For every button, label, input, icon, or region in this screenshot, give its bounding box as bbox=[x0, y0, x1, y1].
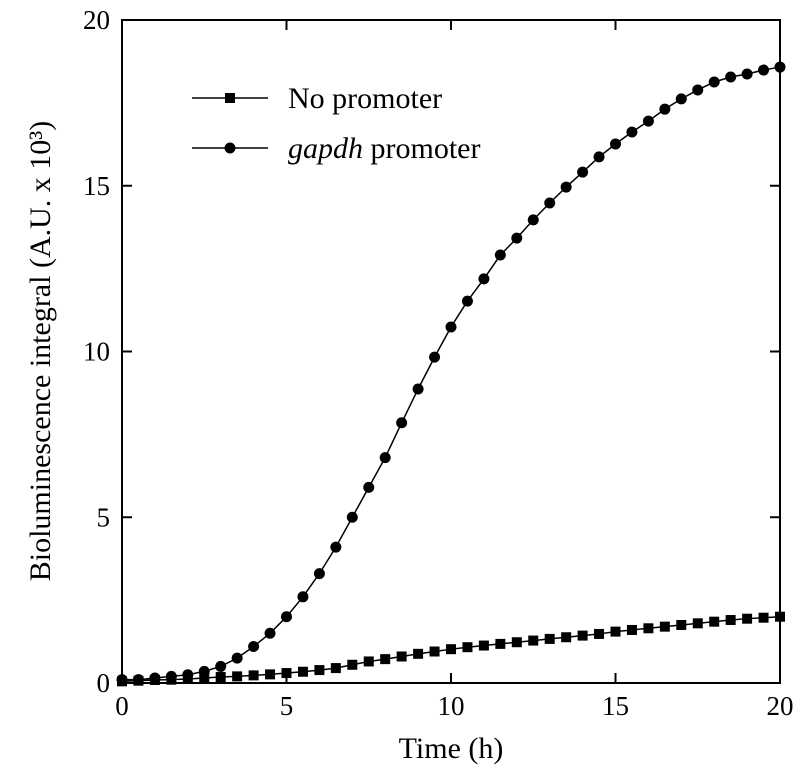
marker bbox=[396, 417, 408, 429]
marker bbox=[313, 568, 325, 580]
marker bbox=[774, 61, 786, 73]
marker bbox=[215, 672, 226, 683]
marker bbox=[708, 76, 720, 88]
marker bbox=[478, 640, 489, 651]
legend-label: No promoter bbox=[288, 82, 442, 115]
marker bbox=[610, 626, 621, 637]
marker bbox=[225, 93, 235, 103]
marker bbox=[412, 383, 424, 395]
x-tick-label: 5 bbox=[280, 691, 294, 721]
legend-label: gapdh promoter bbox=[288, 132, 480, 165]
marker bbox=[199, 673, 210, 684]
marker bbox=[347, 659, 358, 670]
marker bbox=[478, 273, 490, 285]
marker bbox=[675, 93, 687, 105]
x-tick-label: 0 bbox=[115, 691, 129, 721]
marker bbox=[577, 166, 589, 178]
marker bbox=[248, 641, 260, 653]
marker bbox=[692, 84, 704, 96]
marker bbox=[232, 671, 243, 682]
marker bbox=[758, 612, 769, 623]
y-tick-label: 20 bbox=[83, 5, 110, 35]
marker bbox=[132, 674, 144, 686]
marker bbox=[445, 321, 457, 333]
marker bbox=[692, 618, 703, 629]
y-tick-label: 5 bbox=[97, 502, 111, 532]
marker bbox=[676, 619, 687, 630]
marker bbox=[165, 670, 177, 682]
marker bbox=[198, 665, 210, 677]
x-tick-label: 10 bbox=[438, 691, 465, 721]
marker bbox=[527, 214, 539, 226]
plot-frame bbox=[121, 19, 781, 684]
marker bbox=[577, 630, 588, 641]
marker bbox=[363, 656, 374, 667]
marker bbox=[659, 103, 671, 115]
y-tick-label: 10 bbox=[83, 337, 110, 367]
y-tick-label: 0 bbox=[97, 668, 111, 698]
marker bbox=[461, 295, 473, 307]
marker bbox=[709, 616, 720, 627]
marker bbox=[346, 511, 358, 523]
marker bbox=[741, 68, 753, 80]
marker bbox=[379, 452, 391, 464]
marker bbox=[561, 632, 572, 643]
marker bbox=[725, 615, 736, 626]
marker bbox=[265, 669, 276, 680]
marker bbox=[593, 151, 605, 163]
marker bbox=[413, 648, 424, 659]
marker bbox=[396, 651, 407, 662]
marker bbox=[642, 115, 654, 127]
marker bbox=[182, 669, 194, 681]
marker bbox=[380, 654, 391, 665]
marker bbox=[363, 481, 375, 493]
marker bbox=[330, 541, 342, 553]
marker bbox=[281, 668, 292, 679]
marker bbox=[224, 142, 236, 154]
marker bbox=[297, 666, 308, 677]
marker bbox=[429, 351, 441, 363]
marker bbox=[495, 638, 506, 649]
marker bbox=[643, 623, 654, 634]
marker bbox=[758, 64, 770, 76]
marker bbox=[215, 660, 227, 672]
marker bbox=[231, 652, 243, 664]
marker bbox=[264, 627, 276, 639]
marker bbox=[248, 670, 259, 681]
marker bbox=[544, 197, 556, 209]
marker bbox=[281, 611, 292, 623]
marker bbox=[610, 138, 621, 150]
marker bbox=[742, 613, 753, 624]
marker bbox=[659, 621, 670, 632]
marker bbox=[462, 642, 473, 653]
marker bbox=[560, 181, 572, 193]
x-axis-label: Time (h) bbox=[399, 732, 504, 765]
marker bbox=[297, 591, 309, 603]
marker bbox=[330, 663, 341, 674]
marker bbox=[494, 249, 506, 261]
y-axis-label: Bioluminescence integral (A.U. x 10³) bbox=[24, 121, 57, 582]
marker bbox=[511, 232, 523, 244]
marker bbox=[116, 674, 128, 686]
marker bbox=[626, 624, 637, 635]
marker bbox=[594, 628, 605, 639]
marker bbox=[314, 665, 325, 676]
marker bbox=[149, 672, 161, 684]
x-tick-label: 15 bbox=[602, 691, 629, 721]
marker bbox=[626, 126, 638, 138]
marker bbox=[446, 644, 456, 655]
x-tick-label: 20 bbox=[767, 691, 794, 721]
marker bbox=[544, 633, 555, 644]
marker bbox=[725, 71, 737, 83]
marker bbox=[528, 635, 539, 646]
marker bbox=[429, 646, 440, 657]
marker bbox=[775, 611, 785, 622]
y-tick-label: 15 bbox=[83, 171, 110, 201]
marker bbox=[511, 637, 522, 648]
